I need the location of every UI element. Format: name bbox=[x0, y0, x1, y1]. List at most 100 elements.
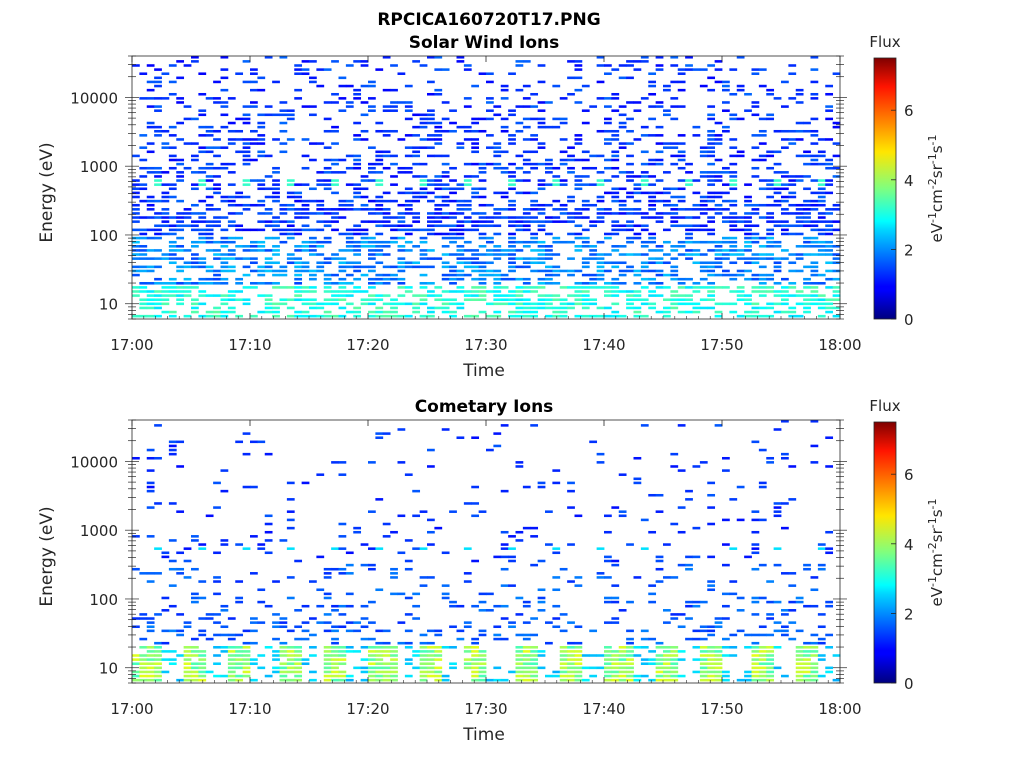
heatmap-cell bbox=[832, 306, 841, 310]
heatmap-cell bbox=[729, 113, 738, 117]
heatmap-cell bbox=[545, 543, 553, 546]
heatmap-cell bbox=[766, 613, 775, 616]
heatmap-cell bbox=[139, 232, 148, 236]
heatmap-cell bbox=[493, 224, 502, 228]
heatmap-cell bbox=[611, 666, 620, 670]
heatmap-cell bbox=[530, 117, 539, 121]
heatmap-cell bbox=[729, 592, 738, 596]
heatmap-cell bbox=[670, 203, 679, 207]
heatmap-cell bbox=[508, 245, 516, 248]
heatmap-cell bbox=[449, 253, 457, 256]
heatmap-cell bbox=[338, 290, 347, 293]
heatmap-cell bbox=[404, 613, 413, 616]
heatmap-cell bbox=[176, 465, 185, 468]
x-tick-label: 18:00 bbox=[818, 700, 861, 718]
heatmap-cell bbox=[161, 609, 170, 612]
heatmap-cell bbox=[427, 543, 435, 546]
heatmap-cell bbox=[382, 674, 391, 678]
heatmap-cell bbox=[382, 654, 391, 657]
heatmap-cell bbox=[493, 245, 502, 248]
heatmap-cell bbox=[427, 80, 435, 84]
heatmap-cell bbox=[257, 220, 266, 223]
heatmap-cell bbox=[803, 121, 811, 125]
heatmap-cell bbox=[751, 613, 760, 616]
heatmap-cell bbox=[257, 294, 266, 297]
heatmap-cell bbox=[434, 179, 443, 182]
heatmap-cell bbox=[773, 162, 782, 166]
heatmap-cell bbox=[331, 290, 339, 293]
heatmap-cell bbox=[810, 129, 819, 133]
heatmap-cell bbox=[191, 637, 199, 641]
heatmap-cell bbox=[338, 473, 347, 476]
heatmap-cell bbox=[375, 224, 384, 228]
heatmap-cell bbox=[581, 228, 590, 232]
heatmap-cell bbox=[368, 84, 376, 88]
heatmap-cell bbox=[832, 678, 841, 682]
heatmap-cell bbox=[368, 666, 376, 670]
heatmap-cell bbox=[567, 257, 575, 260]
heatmap-cell bbox=[722, 670, 730, 674]
heatmap-cell bbox=[699, 646, 708, 649]
heatmap-cell bbox=[309, 306, 317, 310]
heatmap-cell bbox=[227, 306, 236, 310]
heatmap-cell bbox=[471, 436, 480, 439]
heatmap-cell bbox=[478, 633, 487, 637]
heatmap-cell bbox=[227, 650, 236, 653]
heatmap-cell bbox=[685, 257, 693, 260]
heatmap-cell bbox=[419, 175, 428, 178]
heatmap-cell bbox=[375, 666, 384, 670]
heatmap-cell bbox=[795, 670, 804, 674]
heatmap-cell bbox=[441, 183, 450, 186]
heatmap-cell bbox=[294, 625, 303, 629]
heatmap-cell bbox=[685, 294, 693, 297]
heatmap-cell bbox=[294, 314, 303, 318]
heatmap-cell bbox=[685, 637, 693, 641]
heatmap-cell bbox=[604, 121, 612, 125]
heatmap-cell bbox=[161, 146, 170, 149]
heatmap-cell bbox=[139, 617, 148, 620]
heatmap-cell bbox=[154, 646, 162, 649]
heatmap-cell bbox=[677, 88, 686, 92]
heatmap-cell bbox=[699, 286, 708, 289]
heatmap-cell bbox=[264, 306, 273, 310]
heatmap-cell bbox=[242, 113, 251, 117]
heatmap-cell bbox=[817, 220, 826, 223]
heatmap-cell bbox=[309, 633, 317, 637]
heatmap-cell bbox=[264, 551, 273, 555]
heatmap-cell bbox=[699, 146, 708, 149]
heatmap-cell bbox=[574, 666, 583, 670]
heatmap-cell bbox=[397, 428, 406, 431]
heatmap-cell bbox=[250, 105, 258, 108]
heatmap-cell bbox=[272, 183, 280, 186]
heatmap-cell bbox=[508, 138, 516, 141]
heatmap-cell bbox=[139, 265, 148, 269]
heatmap-cell bbox=[810, 92, 819, 96]
heatmap-cell bbox=[345, 282, 354, 285]
heatmap-cell bbox=[699, 203, 708, 207]
heatmap-cell bbox=[463, 658, 472, 661]
heatmap-cell bbox=[817, 253, 826, 256]
heatmap-cell bbox=[707, 522, 716, 526]
heatmap-cell bbox=[781, 105, 789, 108]
heatmap-cell bbox=[685, 302, 693, 306]
heatmap-cell bbox=[618, 473, 627, 476]
heatmap-cell bbox=[781, 298, 789, 301]
heatmap-cell bbox=[368, 600, 376, 604]
heatmap-cell bbox=[191, 228, 199, 232]
heatmap-cell bbox=[781, 625, 789, 629]
heatmap-cell bbox=[220, 489, 229, 493]
heatmap-cell bbox=[736, 290, 745, 293]
heatmap-cell bbox=[552, 84, 561, 88]
heatmap-cell bbox=[773, 294, 782, 297]
heatmap-cell bbox=[456, 306, 465, 310]
heatmap-cell bbox=[655, 282, 664, 285]
heatmap-cell bbox=[220, 625, 229, 629]
heatmap-cell bbox=[611, 97, 620, 100]
heatmap-cell bbox=[508, 171, 516, 174]
heatmap-cell bbox=[154, 212, 162, 215]
heatmap-cell bbox=[441, 203, 450, 207]
heatmap-cell bbox=[618, 666, 627, 670]
heatmap-cell bbox=[161, 191, 170, 195]
heatmap-cell bbox=[360, 678, 369, 682]
heatmap-cell bbox=[471, 641, 480, 645]
